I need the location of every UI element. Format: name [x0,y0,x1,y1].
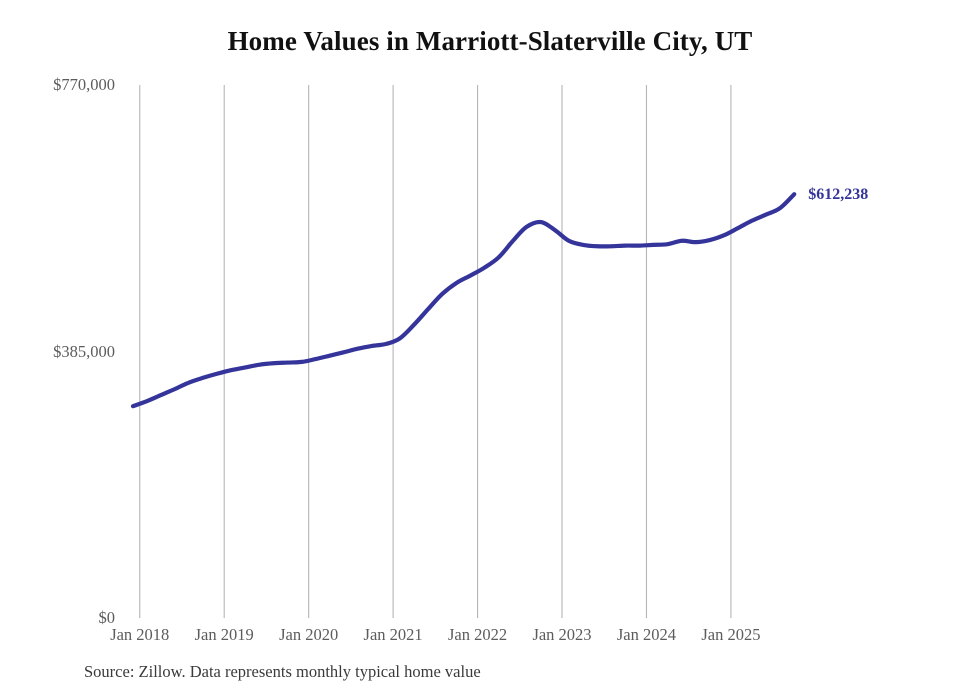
x-tick-label-7: Jan 2025 [701,625,761,644]
y-tick-label-0: $770,000 [53,75,115,94]
x-tick-label-0: Jan 2018 [110,625,170,644]
chart-title: Home Values in Marriott-Slaterville City… [227,26,753,56]
series-line-typical-home-value [130,192,797,409]
y-tick-label-2: $0 [98,608,116,627]
x-tick-label-6: Jan 2024 [616,625,677,644]
y-tick-label-1: $385,000 [53,341,115,361]
source-note: Source: Zillow. Data represents monthly … [84,662,481,681]
x-tick-label-5: Jan 2023 [532,625,592,644]
x-tick-label-2: Jan 2020 [279,625,339,644]
x-tick-label-4: Jan 2022 [447,625,508,644]
end-value-annotation: $612,238 [808,186,869,204]
x-tick-label-3: Jan 2021 [363,625,423,644]
x-tick-label-1: Jan 2019 [194,625,254,644]
